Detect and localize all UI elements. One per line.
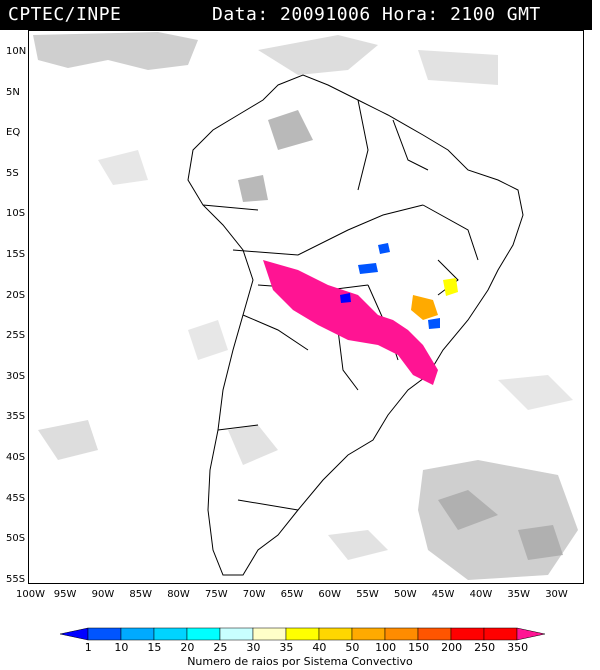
lon-label: 80W: [167, 589, 190, 600]
colorbar-tick-label: 15: [147, 641, 162, 654]
lat-label: 55S: [6, 573, 26, 585]
lat-label: 10N: [6, 46, 27, 57]
lat-label: 10S: [6, 208, 26, 220]
colorbar-tick-label: 250: [474, 641, 496, 654]
lon-label: 55W: [356, 589, 379, 600]
convective-systems: [263, 243, 458, 385]
lat-label: 50S: [6, 533, 26, 545]
colorbar-tick-label: 25: [213, 641, 228, 654]
lat-label: 15S: [6, 249, 26, 260]
lon-label: 85W: [129, 589, 153, 600]
system-blue-1: [358, 263, 378, 274]
colorbar-tick-label: 40: [312, 641, 327, 654]
colorbar-segment: [153, 627, 188, 641]
lon-label: 75W: [205, 589, 228, 600]
colorbar-segment: [450, 627, 485, 641]
colorbar-tick-label: 100: [375, 641, 397, 654]
colorbar-segment: [318, 627, 353, 641]
lat-label: 30S: [6, 370, 26, 382]
colorbar-segment: [384, 627, 419, 641]
colorbar-segment: [252, 627, 287, 641]
lon-label: 95W: [53, 589, 77, 600]
lon-label: 50W: [394, 589, 417, 600]
lat-label: 40S: [6, 452, 26, 463]
colorbar-tick-label: 35: [279, 641, 294, 654]
colorbar-segment: [417, 627, 452, 641]
map-panel: [28, 30, 584, 584]
lon-label: 40W: [469, 589, 493, 600]
lat-label: 25S: [6, 330, 26, 342]
colorbar-segment: [186, 627, 221, 641]
lat-label: 5S: [6, 167, 19, 179]
colorbar-tick-label: 1: [84, 641, 92, 654]
lon-label: 65W: [280, 589, 304, 600]
colorbar-tick-label: 30: [246, 641, 261, 654]
system-orange: [411, 295, 438, 320]
title-bar: CPTEC/INPE Data: 20091006 Hora: 2100 GMT: [0, 0, 592, 30]
colorbar-tick-label: 50: [345, 641, 360, 654]
system-yellow: [443, 278, 458, 296]
colorbar-segment: [351, 627, 386, 641]
colorbar-segment: [219, 627, 254, 641]
lon-label: 35W: [507, 589, 531, 600]
lon-label: 30W: [545, 589, 568, 600]
colorbar-caption: Numero de raios por Sistema Convectivo: [187, 655, 413, 668]
lat-label: 5N: [6, 86, 20, 98]
colorbar-tick-label: 20: [180, 641, 195, 654]
colorbar-arrow-left: [60, 627, 89, 641]
colorbar-segment: [483, 627, 518, 641]
lat-label: 35S: [6, 411, 26, 423]
colorbar-arrow-right: [516, 627, 545, 641]
continent-outline: [187, 74, 524, 576]
lon-label: 100W: [16, 589, 45, 600]
lon-label: 60W: [318, 589, 342, 600]
system-blue-2: [378, 243, 390, 254]
colorbar-segment: [120, 627, 155, 641]
colorbar-tick-label: 150: [408, 641, 430, 654]
lon-label: 45W: [431, 589, 455, 600]
system-pink-main: [263, 260, 438, 385]
lat-label: EQ: [6, 127, 21, 139]
colorbar-tick-label: 200: [441, 641, 463, 654]
datetime-title: Data: 20091006 Hora: 2100 GMT: [212, 4, 541, 25]
lon-label: 90W: [91, 589, 115, 600]
colorbar-segment: [285, 627, 320, 641]
colorbar-tick-label: 10: [114, 641, 129, 654]
colorbar-segment: [87, 627, 122, 641]
system-blue-3: [340, 293, 351, 303]
lon-label: 70W: [242, 589, 266, 600]
map-border: [28, 30, 584, 584]
lat-label: 20S: [6, 289, 26, 301]
colorbar: [60, 627, 545, 641]
source-title: CPTEC/INPE: [8, 4, 122, 25]
colorbar-tick-label: 350: [507, 641, 529, 654]
lat-label: 45S: [6, 492, 26, 504]
system-blue-4: [428, 318, 440, 329]
cloud-cover-dark: [238, 110, 563, 560]
